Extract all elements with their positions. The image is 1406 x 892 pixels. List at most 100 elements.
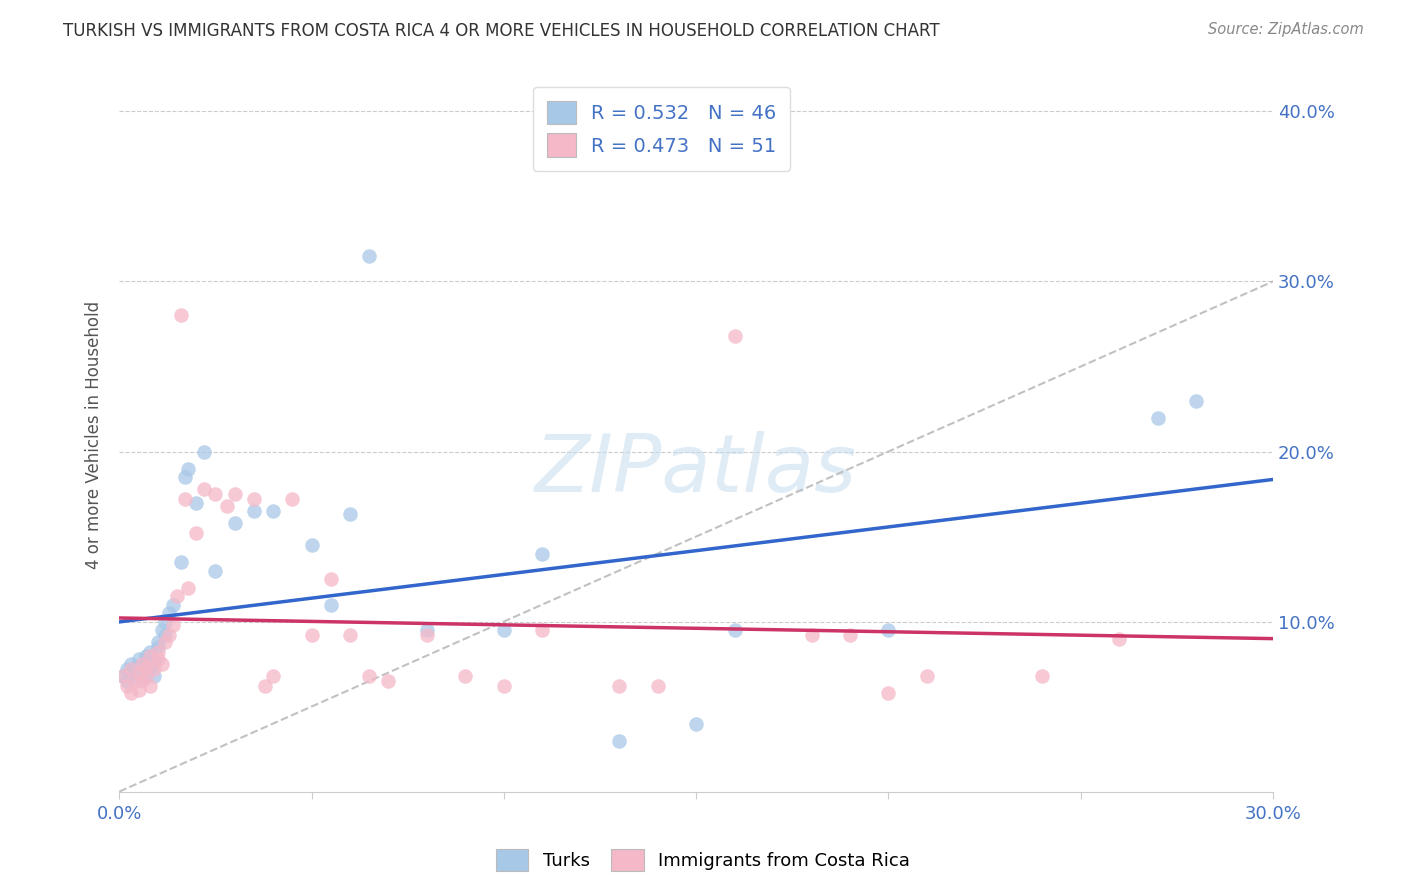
Point <box>139 660 162 674</box>
Point <box>339 628 361 642</box>
Point <box>128 665 150 680</box>
Point <box>377 674 399 689</box>
Point <box>877 686 900 700</box>
Point <box>157 628 180 642</box>
Point <box>120 686 142 700</box>
Point <box>359 249 381 263</box>
Point <box>150 623 173 637</box>
Point <box>131 671 153 685</box>
Text: ZIPatlas: ZIPatlas <box>536 431 858 509</box>
Point <box>128 652 150 666</box>
Point <box>142 669 165 683</box>
Point <box>1031 669 1053 683</box>
Point <box>170 555 193 569</box>
Point <box>243 492 266 507</box>
Point <box>215 499 238 513</box>
Point <box>142 662 165 676</box>
Point <box>128 665 150 680</box>
Point <box>146 640 169 654</box>
Point <box>173 470 195 484</box>
Point <box>139 645 162 659</box>
Point <box>915 669 938 683</box>
Point <box>173 492 195 507</box>
Point <box>492 679 515 693</box>
Point <box>186 526 208 541</box>
Point <box>262 504 284 518</box>
Point <box>135 660 157 674</box>
Point <box>224 516 246 530</box>
Point <box>112 669 135 683</box>
Point <box>157 606 180 620</box>
Point <box>146 652 169 666</box>
Point <box>120 662 142 676</box>
Point <box>607 679 630 693</box>
Point <box>319 572 342 586</box>
Point <box>359 669 381 683</box>
Point <box>204 564 226 578</box>
Point <box>150 657 173 671</box>
Point <box>146 635 169 649</box>
Point <box>301 628 323 642</box>
Point <box>531 623 554 637</box>
Point <box>339 508 361 522</box>
Point <box>166 589 188 603</box>
Point <box>135 669 157 683</box>
Point <box>262 669 284 683</box>
Point <box>416 628 439 642</box>
Point <box>131 674 153 689</box>
Legend: Turks, Immigrants from Costa Rica: Turks, Immigrants from Costa Rica <box>488 842 918 879</box>
Point <box>1185 393 1208 408</box>
Point <box>120 657 142 671</box>
Point <box>186 495 208 509</box>
Point <box>1146 410 1168 425</box>
Point <box>120 665 142 680</box>
Point <box>177 461 200 475</box>
Point <box>115 679 138 693</box>
Point <box>139 679 162 693</box>
Point <box>131 657 153 671</box>
Point <box>531 547 554 561</box>
Point <box>224 487 246 501</box>
Y-axis label: 4 or more Vehicles in Household: 4 or more Vehicles in Household <box>86 301 103 568</box>
Point <box>146 645 169 659</box>
Point <box>128 682 150 697</box>
Point <box>162 618 184 632</box>
Point <box>177 581 200 595</box>
Text: TURKISH VS IMMIGRANTS FROM COSTA RICA 4 OR MORE VEHICLES IN HOUSEHOLD CORRELATIO: TURKISH VS IMMIGRANTS FROM COSTA RICA 4 … <box>63 22 939 40</box>
Point <box>155 635 177 649</box>
Text: Source: ZipAtlas.com: Source: ZipAtlas.com <box>1208 22 1364 37</box>
Point <box>139 648 162 663</box>
Point <box>155 615 177 629</box>
Point <box>170 309 193 323</box>
Point <box>1108 632 1130 646</box>
Point <box>281 492 304 507</box>
Point <box>135 657 157 671</box>
Point <box>254 679 277 693</box>
Point <box>723 329 745 343</box>
Point <box>112 669 135 683</box>
Point <box>243 504 266 518</box>
Point <box>607 733 630 747</box>
Point <box>877 623 900 637</box>
Point <box>204 487 226 501</box>
Point <box>647 679 669 693</box>
Point <box>124 660 146 674</box>
Point <box>162 598 184 612</box>
Point <box>193 482 215 496</box>
Point <box>723 623 745 637</box>
Point <box>131 662 153 676</box>
Point <box>115 662 138 676</box>
Point <box>142 656 165 670</box>
Point <box>800 628 823 642</box>
Point <box>492 623 515 637</box>
Point <box>124 674 146 689</box>
Point <box>839 628 862 642</box>
Point <box>155 628 177 642</box>
Point <box>115 674 138 689</box>
Point <box>454 669 477 683</box>
Point <box>319 598 342 612</box>
Legend: R = 0.532   N = 46, R = 0.473   N = 51: R = 0.532 N = 46, R = 0.473 N = 51 <box>533 87 790 170</box>
Point <box>124 669 146 683</box>
Point <box>135 648 157 663</box>
Point <box>416 623 439 637</box>
